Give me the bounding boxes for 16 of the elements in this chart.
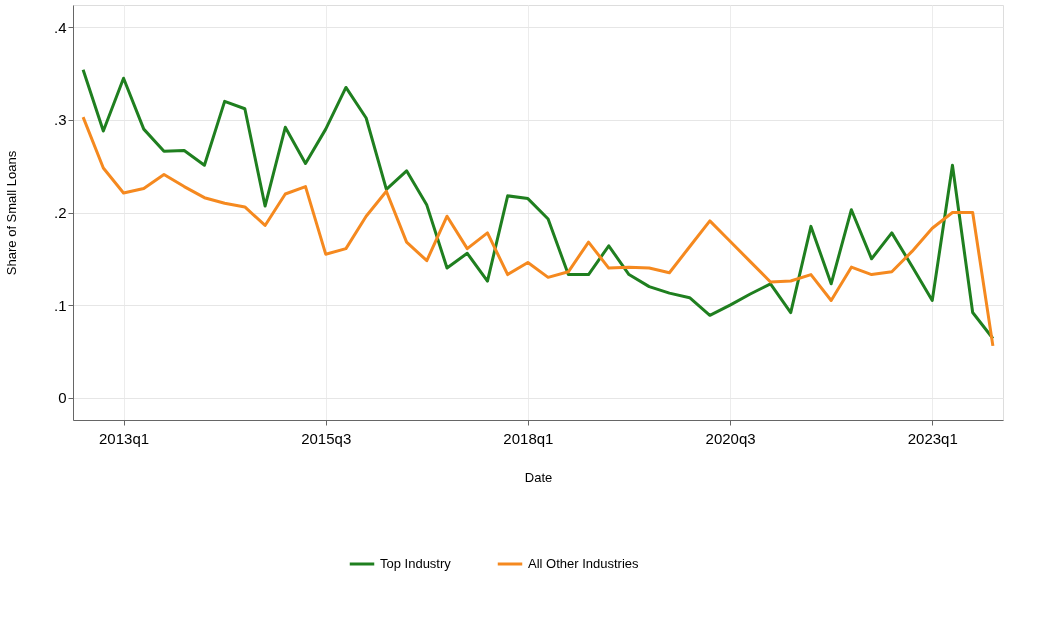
y-tick-label: .1 — [53, 296, 67, 314]
y-axis-title: Share of Small Loans — [3, 150, 19, 276]
y-tick-label: .2 — [53, 204, 67, 221]
line-series — [81, 68, 995, 340]
y-tick-label: 0 — [58, 389, 67, 407]
y-tick-label: .3 — [53, 111, 67, 129]
x-tick-label: 2020q3 — [705, 429, 756, 447]
line-series — [81, 115, 995, 348]
x-axis-title: Date — [524, 469, 553, 485]
y-tick-label: .4 — [53, 18, 67, 36]
x-tick-label: 2013q1 — [99, 429, 150, 447]
x-tick-label: 2015q3 — [301, 429, 352, 447]
legend-label: All Other Industries — [528, 556, 640, 571]
x-tick-label: 2023q1 — [907, 429, 958, 447]
legend-label: Top Industry — [380, 556, 452, 571]
x-tick-label: 2018q1 — [503, 429, 554, 447]
